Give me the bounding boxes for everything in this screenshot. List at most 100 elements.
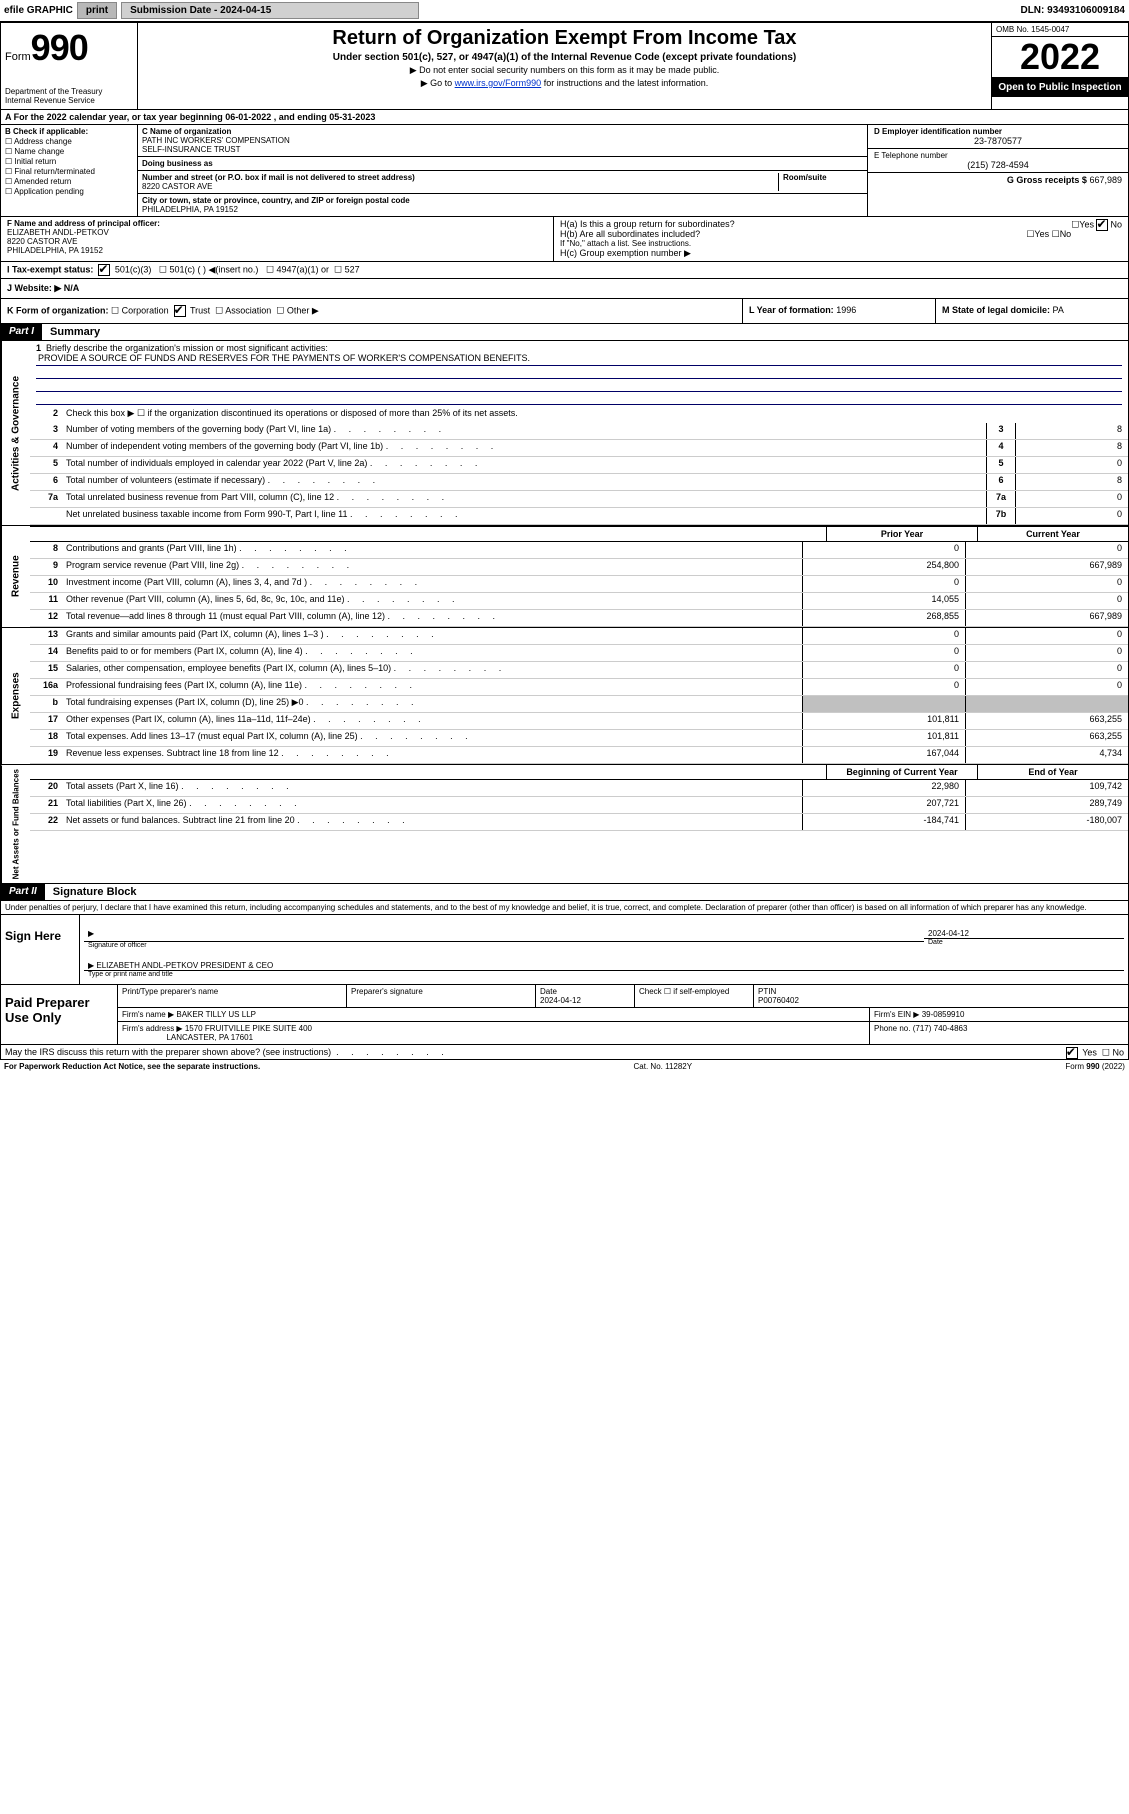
i-opt1: 501(c) ( ) ◀(insert no.) <box>169 264 258 274</box>
print-button[interactable]: print <box>77 2 117 19</box>
i-opt3: 527 <box>345 264 360 274</box>
firm-name-label: Firm's name ▶ <box>122 1010 174 1019</box>
hb-text: H(b) Are all subordinates included? <box>560 229 700 239</box>
note2-pre: Go to <box>430 78 455 88</box>
d-label: D Employer identification number <box>874 127 1122 136</box>
summary-row: 7aTotal unrelated business revenue from … <box>30 491 1128 508</box>
hc-text: H(c) Group exemption number ▶ <box>560 248 1122 259</box>
box-b-label: B Check if applicable: <box>5 127 133 136</box>
i-opt0: 501(c)(3) <box>115 264 152 274</box>
ha-yes: Yes <box>1079 219 1094 229</box>
line-j: J Website: ▶ N/A <box>0 279 1129 299</box>
k-trust-check <box>174 305 186 317</box>
k-opt2: Association <box>225 305 271 315</box>
right-col-deg: D Employer identification number 23-7870… <box>868 125 1128 216</box>
summary-row: 8Contributions and grants (Part VIII, li… <box>30 542 1128 559</box>
ptin-value: P00760402 <box>758 996 1124 1005</box>
i-label: I Tax-exempt status: <box>7 264 93 274</box>
k-label: K Form of organization: <box>7 305 109 315</box>
top-bar: efile GRAPHIC print Submission Date - 20… <box>0 0 1129 22</box>
discuss-text: May the IRS discuss this return with the… <box>5 1047 331 1057</box>
hb-note: If "No," attach a list. See instructions… <box>560 239 1122 248</box>
form-header: Form990 Department of the Treasury Inter… <box>0 22 1129 110</box>
ha-no-check <box>1096 219 1108 231</box>
row-f-h: F Name and address of principal officer:… <box>0 217 1129 262</box>
hb-no: No <box>1060 229 1072 239</box>
sig-date: 2024-04-12 <box>924 919 1124 939</box>
phone-value: (215) 728-4594 <box>874 160 1122 170</box>
line-a: A For the 2022 calendar year, or tax yea… <box>0 110 1129 125</box>
box-c: C Name of organization PATH INC WORKERS'… <box>138 125 868 216</box>
main-title: Return of Organization Exempt From Incom… <box>146 27 983 50</box>
summary-row: 10Investment income (Part VIII, column (… <box>30 576 1128 593</box>
k-opt3: Other ▶ <box>287 305 319 315</box>
q2-text: Check this box ▶ ☐ if the organization d… <box>62 407 1128 420</box>
irs-link[interactable]: www.irs.gov/Form990 <box>455 78 542 88</box>
b-opt-2: Initial return <box>14 157 56 166</box>
section-revenue: Revenue Prior YearCurrent Year 8Contribu… <box>0 526 1129 628</box>
line-klm: K Form of organization: ☐ Corporation Tr… <box>0 299 1129 324</box>
part2-tag: Part II <box>1 884 45 900</box>
vtab-net: Net Assets or Fund Balances <box>1 765 30 883</box>
note2-post: for instructions and the latest informat… <box>541 78 708 88</box>
head-curr: Current Year <box>977 527 1128 541</box>
org-name: PATH INC WORKERS' COMPENSATION SELF-INSU… <box>142 136 863 154</box>
g-label: G Gross receipts $ <box>1007 175 1087 185</box>
sign-here-label: Sign Here <box>1 915 80 984</box>
line-i: I Tax-exempt status: 501(c)(3) ☐ 501(c) … <box>0 262 1129 279</box>
officer-name: ELIZABETH ANDL-PETKOV <box>7 228 109 237</box>
officer-addr1: 8220 CASTOR AVE <box>7 237 77 246</box>
officer-addr2: PHILADELPHIA, PA 19152 <box>7 246 103 255</box>
box-d: D Employer identification number 23-7870… <box>868 125 1128 149</box>
subtitle: Under section 501(c), 527, or 4947(a)(1)… <box>146 52 983 63</box>
e-label: E Telephone number <box>874 151 1122 160</box>
b-opt-5: Application pending <box>14 187 84 196</box>
prep-date: 2024-04-12 <box>540 996 630 1005</box>
summary-row: 16aProfessional fundraising fees (Part I… <box>30 679 1128 696</box>
summary-row: 22Net assets or fund balances. Subtract … <box>30 814 1128 831</box>
penalty-text: Under penalties of perjury, I declare th… <box>1 901 1128 915</box>
website-value: N/A <box>64 283 80 293</box>
discuss-yes: Yes <box>1082 1048 1097 1058</box>
part2-title: Signature Block <box>45 884 145 900</box>
cat-no: Cat. No. 11282Y <box>634 1062 693 1071</box>
city-label: City or town, state or province, country… <box>142 196 863 205</box>
i-501c3-check <box>98 264 110 276</box>
box-f: F Name and address of principal officer:… <box>1 217 554 261</box>
line-a-text: For the 2022 calendar year, or tax year … <box>14 112 376 122</box>
summary-row: 13Grants and similar amounts paid (Part … <box>30 628 1128 645</box>
phone-label: Phone no. <box>874 1024 910 1033</box>
tax-year: 2022 <box>992 37 1128 78</box>
summary-row: bTotal fundraising expenses (Part IX, co… <box>30 696 1128 713</box>
year-formation: 1996 <box>836 305 856 315</box>
omb-number: OMB No. 1545-0047 <box>992 23 1128 37</box>
discuss-row: May the IRS discuss this return with the… <box>1 1044 1128 1059</box>
firm-phone: (717) 740-4863 <box>913 1024 968 1033</box>
box-e: E Telephone number (215) 728-4594 <box>868 149 1128 173</box>
summary-row: 14Benefits paid to or for members (Part … <box>30 645 1128 662</box>
signature-block: Under penalties of perjury, I declare th… <box>0 901 1129 1060</box>
self-emp-check: Check ☐ if self-employed <box>635 985 754 1007</box>
dba-label: Doing business as <box>142 159 213 168</box>
summary-row: 11Other revenue (Part VIII, column (A), … <box>30 593 1128 610</box>
b-opt-0: Address change <box>14 137 72 146</box>
vtab-rev: Revenue <box>1 526 30 627</box>
block-b-to-g: B Check if applicable: ☐ Address change … <box>0 125 1129 217</box>
firm-addr1: 1570 FRUITVILLE PIKE SUITE 400 <box>185 1024 312 1033</box>
summary-row: 17Other expenses (Part IX, column (A), l… <box>30 713 1128 730</box>
street-address: 8220 CASTOR AVE <box>142 182 212 191</box>
summary-row: 21Total liabilities (Part X, line 26)207… <box>30 797 1128 814</box>
mission-text: PROVIDE A SOURCE OF FUNDS AND RESERVES F… <box>36 353 1122 366</box>
sign-here-row: Sign Here ▶ Signature of officer 2024-04… <box>1 915 1128 984</box>
part2-header: Part II Signature Block <box>0 884 1129 901</box>
ein-value: 23-7870577 <box>874 136 1122 146</box>
addr-label: Number and street (or P.O. box if mail i… <box>142 173 415 182</box>
paperwork-notice: For Paperwork Reduction Act Notice, see … <box>4 1062 260 1071</box>
form-title-right: OMB No. 1545-0047 2022 Open to Public In… <box>992 23 1128 109</box>
b-opt-3: Final return/terminated <box>14 167 94 176</box>
ha-no: No <box>1110 219 1122 229</box>
summary-row: 4Number of independent voting members of… <box>30 440 1128 457</box>
efile-label: efile GRAPHIC <box>4 5 73 16</box>
name-label: Type or print name and title <box>84 971 1124 980</box>
j-label: J Website: ▶ <box>7 283 61 293</box>
